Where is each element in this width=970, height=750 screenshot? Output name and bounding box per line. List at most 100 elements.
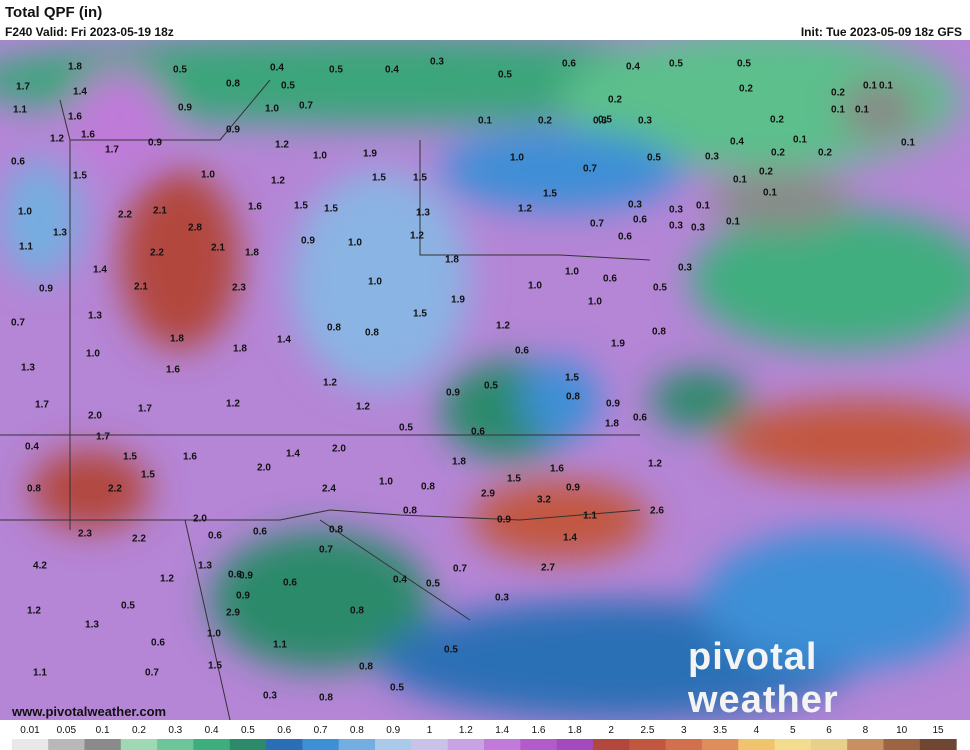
colorbar-segment — [665, 739, 703, 750]
value-label: 1.5 — [294, 201, 308, 212]
value-label: 1.9 — [611, 339, 625, 350]
value-label: 0.5 — [669, 59, 683, 70]
colorbar-label: 2.5 — [640, 725, 654, 736]
value-label: 1.5 — [565, 373, 579, 384]
value-label: 1.0 — [379, 477, 393, 488]
value-label: 1.6 — [550, 464, 564, 475]
state-borders — [0, 79, 651, 720]
value-label: 1.1 — [33, 668, 47, 679]
value-label: 4.2 — [33, 561, 47, 572]
value-label: 1.9 — [363, 149, 377, 160]
value-label: 0.1 — [901, 138, 915, 149]
colorbar-segment — [302, 739, 340, 750]
value-label: 0.5 — [598, 115, 612, 126]
value-label: 1.0 — [18, 207, 32, 218]
colorbar-label: 0.9 — [386, 725, 400, 736]
value-label: 1.0 — [565, 267, 579, 278]
value-label: 0.6 — [603, 274, 617, 285]
value-label: 0.2 — [818, 148, 832, 159]
value-label: 1.5 — [324, 204, 338, 215]
value-label: 2.1 — [134, 282, 148, 293]
colorbar-segment — [883, 739, 921, 750]
value-label: 1.8 — [68, 62, 82, 73]
value-label: 0.7 — [590, 219, 604, 230]
value-label: 0.6 — [562, 59, 576, 70]
value-label: 0.5 — [653, 283, 667, 294]
colorbar-segment — [520, 739, 558, 750]
value-label: 1.8 — [605, 419, 619, 430]
colorbar-segment — [266, 739, 303, 750]
value-label: 0.9 — [446, 388, 460, 399]
value-label: 0.2 — [759, 167, 773, 178]
value-label: 1.3 — [198, 561, 212, 572]
colorbar-segment — [810, 739, 848, 750]
value-label: 2.2 — [108, 484, 122, 495]
value-label: 2.1 — [153, 206, 167, 217]
value-label: 1.0 — [588, 297, 602, 308]
value-label: 0.5 — [484, 381, 498, 392]
value-label: 0.6 — [633, 413, 647, 424]
value-label: 1.6 — [248, 202, 262, 213]
value-label: 1.8 — [233, 344, 247, 355]
value-label: 0.2 — [739, 84, 753, 95]
value-label: 1.1 — [19, 242, 33, 253]
value-label: 0.9 — [236, 591, 250, 602]
value-label: 0.5 — [390, 683, 404, 694]
value-label: 0.6 — [253, 527, 267, 538]
value-label: 0.5 — [498, 70, 512, 81]
value-label: 1.6 — [81, 130, 95, 141]
colorbar-label: 0.05 — [57, 725, 77, 736]
precip-field — [0, 40, 970, 720]
value-label: 1.2 — [27, 606, 41, 617]
value-label: 0.3 — [495, 593, 509, 604]
colorbar-label: 3 — [681, 725, 687, 736]
value-label: 1.7 — [105, 145, 119, 156]
colorbar-label: 1.4 — [495, 725, 509, 736]
value-label: 0.4 — [270, 63, 284, 74]
value-label: 0.5 — [647, 153, 661, 164]
value-label: 1.5 — [372, 173, 386, 184]
value-label: 1.7 — [35, 400, 49, 411]
value-label: 1.5 — [507, 474, 521, 485]
value-label: 0.8 — [226, 79, 240, 90]
value-label: 0.8 — [652, 327, 666, 338]
value-label: 0.8 — [329, 525, 343, 536]
value-label: 1.0 — [207, 629, 221, 640]
value-label: 0.5 — [121, 601, 135, 612]
value-label: 1.0 — [510, 153, 524, 164]
value-label: 1.2 — [323, 378, 337, 389]
value-label: 0.3 — [430, 57, 444, 68]
value-label: 1.5 — [413, 309, 427, 320]
value-label: 0.5 — [173, 65, 187, 76]
colorbar-segment — [11, 739, 49, 750]
map: 1.7 1.8 1.4 1.1 1.6 1.2 1.6 0.6 1.5 1.7 0.9 0.5 0.8 0… — [0, 40, 970, 720]
value-label: 1.4 — [286, 449, 300, 460]
colorbar-segment — [484, 739, 521, 750]
colorbar-label: 0.01 — [20, 725, 40, 736]
value-label: 0.4 — [730, 137, 744, 148]
value-label: 1.8 — [170, 334, 184, 345]
init-time: Init: Tue 2023-05-09 18z GFS — [800, 25, 962, 39]
value-label: 1.3 — [21, 363, 35, 374]
value-label: 2.6 — [650, 506, 664, 517]
value-label: 0.2 — [538, 116, 552, 127]
value-label: 0.8 — [421, 482, 435, 493]
value-label: 1.1 — [273, 640, 287, 651]
value-label: 1.2 — [410, 231, 424, 242]
value-label: 2.7 — [541, 563, 555, 574]
value-label: 0.6 — [208, 531, 222, 542]
colorbar-label: 3.5 — [713, 725, 727, 736]
value-label: 0.9 — [606, 399, 620, 410]
value-label: 1.6 — [183, 452, 197, 463]
value-label: 0.4 — [25, 442, 39, 453]
value-label: 1.2 — [271, 176, 285, 187]
value-label: 0.1 — [478, 116, 492, 127]
value-label: 1.2 — [518, 204, 532, 215]
value-label: 0.2 — [608, 95, 622, 106]
value-label: 0.6 — [618, 232, 632, 243]
value-label: 1.0 — [313, 151, 327, 162]
value-label: 1.6 — [68, 112, 82, 123]
colorbar-segment — [629, 739, 667, 750]
value-label: 0.7 — [11, 318, 25, 329]
value-label: 0.6 — [515, 346, 529, 357]
